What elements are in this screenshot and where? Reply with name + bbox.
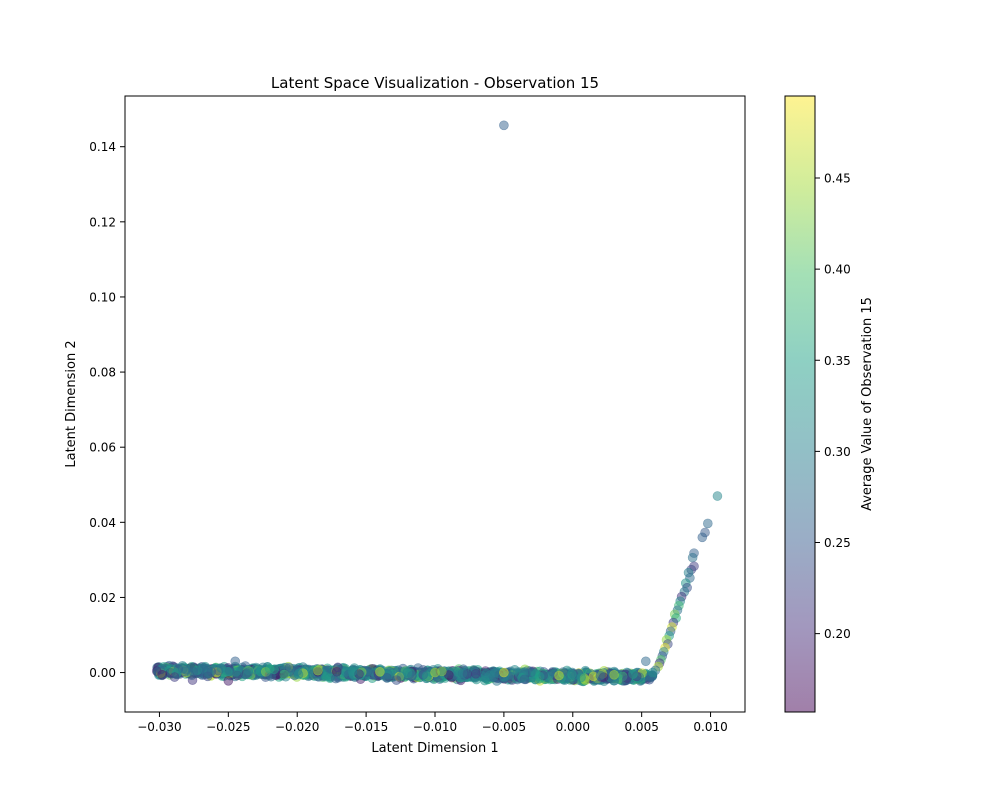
y-tick-label: 0.10 <box>89 290 116 304</box>
scatter-point <box>540 670 551 680</box>
scatter-point <box>640 656 651 667</box>
y-tick-label: 0.00 <box>89 666 116 680</box>
x-tick-label: −0.005 <box>482 720 526 734</box>
scatter-point <box>567 669 577 680</box>
y-tick-label: 0.14 <box>89 140 116 154</box>
x-axis-label: Latent Dimension 1 <box>371 741 498 756</box>
scatter-point <box>202 665 213 676</box>
scatter-point <box>421 671 432 681</box>
scatter-point <box>375 667 385 677</box>
scatter-point <box>321 671 331 682</box>
scatter-point <box>223 676 234 686</box>
scatter-point <box>509 665 520 675</box>
x-tick-label: −0.030 <box>137 720 181 734</box>
scatter-point <box>264 663 275 674</box>
scatter-point <box>151 666 162 676</box>
plot-frame <box>124 95 746 713</box>
scatter-point <box>697 532 708 543</box>
y-tick-label: 0.08 <box>89 366 116 380</box>
scatter-point <box>279 669 289 680</box>
colorbar-gradient <box>785 96 815 712</box>
scatter-point <box>595 670 606 681</box>
scatter-point <box>347 666 358 677</box>
scatter-point <box>402 667 413 677</box>
colorbar-ticks: 0.20 0.25 0.30 0.35 0.40 0.45 <box>815 172 851 641</box>
scatter-point <box>576 672 586 683</box>
scatter-point <box>292 666 303 676</box>
y-tick-label: 0.06 <box>89 441 116 455</box>
x-tick-label: −0.015 <box>344 720 388 734</box>
x-tick-label: 0.005 <box>624 720 658 734</box>
scatter-point <box>621 675 632 685</box>
scatter-point <box>230 656 241 667</box>
scatter-point <box>313 665 323 676</box>
scatter-point <box>499 667 509 678</box>
scatter-point <box>169 672 180 682</box>
scatter-point <box>519 674 530 685</box>
scatter-point <box>251 664 261 675</box>
scatter-point <box>333 662 343 673</box>
scatter-point <box>330 673 341 684</box>
scatter-point <box>609 670 619 680</box>
scatter-point <box>481 668 492 679</box>
x-tick-label: 0.000 <box>556 720 590 734</box>
scatter-point <box>391 675 402 685</box>
y-axis-label: Latent Dimension 2 <box>64 340 79 467</box>
x-tick-label: 0.010 <box>693 720 727 734</box>
colorbar-frame <box>784 95 816 713</box>
x-tick-label: −0.020 <box>275 720 319 734</box>
colorbar-tick-label: 0.45 <box>824 172 851 186</box>
y-tick-label: 0.12 <box>89 215 116 229</box>
chart-title: Latent Space Visualization - Observation… <box>271 74 599 92</box>
scatter-point <box>457 668 468 679</box>
scatter-point <box>554 670 564 681</box>
scatter-point <box>188 666 199 677</box>
scatter-point <box>702 518 713 529</box>
scatter-point <box>381 673 392 683</box>
colorbar-tick-label: 0.25 <box>824 536 851 550</box>
scatter-point <box>187 675 198 685</box>
scatter-point <box>178 663 188 674</box>
scatter-point <box>687 552 698 563</box>
colorbar-tick-label: 0.20 <box>824 627 851 641</box>
colorbar: 0.20 0.25 0.30 0.35 0.40 0.45 Average Value o… <box>784 95 875 713</box>
colorbar-tick-label: 0.40 <box>824 263 851 277</box>
scatter-point <box>241 669 251 680</box>
colorbar-tick-label: 0.30 <box>824 445 851 459</box>
colorbar-label: Average Value of Observation 15 <box>860 297 875 511</box>
scatter-point <box>470 669 481 679</box>
points-layer <box>151 120 723 687</box>
scatter-point <box>628 669 638 679</box>
x-tick-label: −0.010 <box>413 720 457 734</box>
y-tick-label: 0.02 <box>89 591 116 605</box>
scatter-point <box>437 666 447 677</box>
scatter-point <box>712 491 723 501</box>
x-tick-label: −0.025 <box>206 720 250 734</box>
y-axis: 0.00 0.02 0.04 0.06 0.08 0.10 0.12 0.14 <box>89 140 125 680</box>
scatter-point <box>490 667 500 678</box>
scatter-point <box>499 120 509 131</box>
colorbar-tick-label: 0.35 <box>824 354 851 368</box>
scatter-point <box>216 663 227 673</box>
scatter-point <box>166 664 176 674</box>
scatter-point <box>647 667 658 678</box>
x-axis: −0.030 −0.025 −0.020 −0.015 −0.010 −0.005 0.00… <box>137 712 728 734</box>
y-tick-label: 0.04 <box>89 516 116 530</box>
